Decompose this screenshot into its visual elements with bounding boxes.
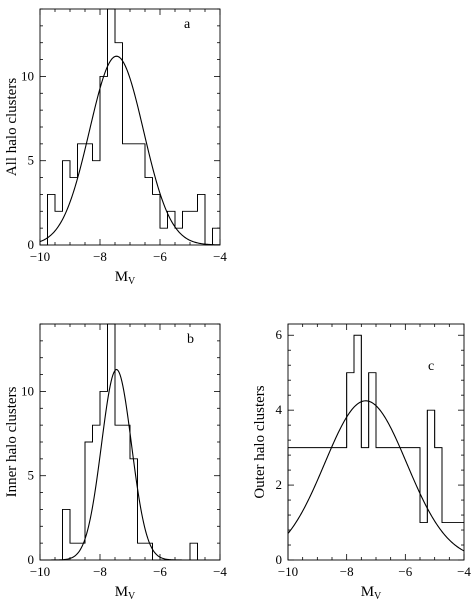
panel-label-c: c xyxy=(428,359,434,374)
panel-c: −10 −8 −6 −4 0 2 4 6 c MV Outer halo clusters xyxy=(252,323,471,602)
x-tick-label-b: −8 xyxy=(93,564,107,579)
x-tick-label-c: −10 xyxy=(278,564,298,579)
x-axis-label-c: MV xyxy=(361,584,382,602)
x-axis-label-main: M xyxy=(115,269,128,285)
y-tick-label-c: 0 xyxy=(276,552,283,567)
gaussian-fit-curve-a xyxy=(39,55,221,246)
panel-label-a: a xyxy=(184,17,191,32)
y-axis-label-c: Outer halo clusters xyxy=(252,385,268,498)
x-tick-label-b: −4 xyxy=(213,564,227,579)
y-tick-label-b: 0 xyxy=(28,552,35,567)
y-tick-label-c: 4 xyxy=(276,402,283,417)
panel-a: −10 −8 −6 −4 0 5 10 a MV All halo clusters xyxy=(4,8,227,287)
panel-label-b: b xyxy=(187,332,194,347)
gaussian-fit-curve-b xyxy=(40,368,220,561)
y-tick-label-b: 5 xyxy=(28,468,35,483)
x-tick-label-a: −6 xyxy=(153,249,167,264)
x-axis-label-subscript: V xyxy=(374,591,382,602)
y-tick-label-a: 10 xyxy=(21,68,34,83)
x-tick-label-c: −4 xyxy=(457,564,471,579)
x-axis-label-main: M xyxy=(115,584,128,600)
y-tick-label-a: 0 xyxy=(28,237,35,252)
y-tick-label-a: 5 xyxy=(28,153,35,168)
x-axis-label-subscript: V xyxy=(128,276,136,287)
x-tick-label-b: −6 xyxy=(153,564,167,579)
panel-b: −10 −8 −6 −4 0 5 10 b MV Inner halo clusters xyxy=(4,323,227,602)
gaussian-fit-curve-c xyxy=(287,400,465,552)
y-tick-label-c: 6 xyxy=(276,327,283,342)
x-tick-label-a: −4 xyxy=(213,249,227,264)
x-axis-label-main: M xyxy=(361,584,374,600)
x-tick-label-a: −10 xyxy=(30,249,50,264)
x-axis-label-subscript: V xyxy=(128,591,136,602)
x-tick-label-c: −8 xyxy=(340,564,354,579)
y-tick-label-c: 2 xyxy=(276,477,283,492)
x-tick-label-c: −6 xyxy=(398,564,412,579)
x-axis-label-a: MV xyxy=(115,269,136,287)
x-tick-label-a: −8 xyxy=(93,249,107,264)
y-tick-label-b: 10 xyxy=(21,383,34,398)
y-axis-label-a: All halo clusters xyxy=(4,78,20,176)
x-tick-label-b: −10 xyxy=(30,564,50,579)
x-axis-label-b: MV xyxy=(115,584,136,602)
y-axis-label-b: Inner halo clusters xyxy=(4,386,20,497)
